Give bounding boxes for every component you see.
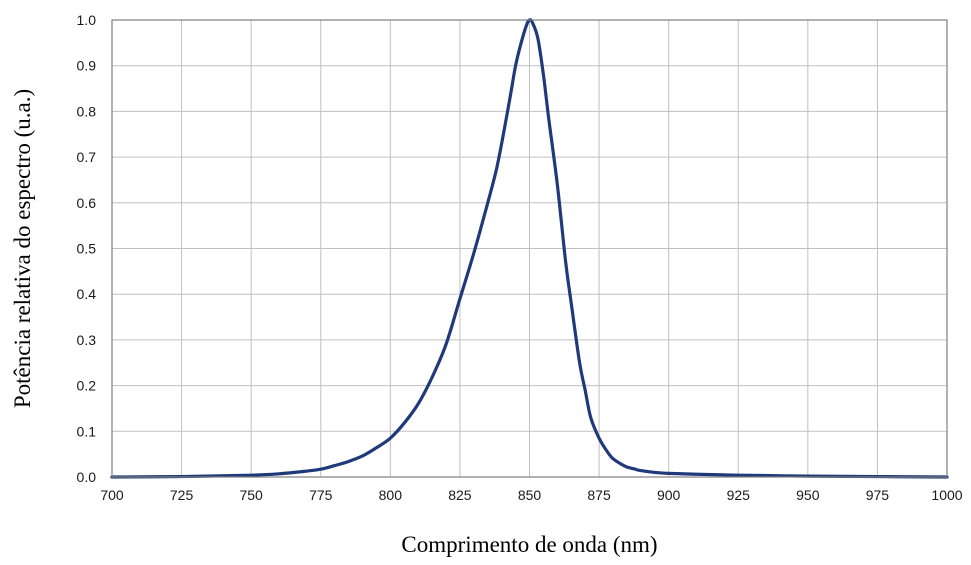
y-tick-label: 0.6 <box>77 195 97 211</box>
x-tick-label: 850 <box>518 487 542 503</box>
y-tick-label: 1.0 <box>77 12 97 28</box>
x-tick-label: 750 <box>239 487 263 503</box>
x-tick-label: 700 <box>100 487 124 503</box>
y-tick-label: 0.1 <box>77 423 97 439</box>
x-tick-label: 775 <box>309 487 333 503</box>
x-axis-title: Comprimento de onda (nm) <box>401 532 657 557</box>
x-tick-label: 875 <box>587 487 611 503</box>
x-tick-label: 825 <box>448 487 472 503</box>
plot-frame <box>111 19 948 478</box>
x-tick-label: 925 <box>727 487 751 503</box>
x-tick-label: 800 <box>379 487 403 503</box>
y-tick-label: 0.7 <box>77 149 97 165</box>
x-tick-label: 975 <box>866 487 890 503</box>
y-axis-title: Potência relativa do espectro (u.a.) <box>10 89 35 408</box>
x-tick-label: 1000 <box>931 487 962 503</box>
y-tick-label: 0.3 <box>77 332 97 348</box>
x-tick-labels: 700 725 750 775 800 825 850 875 900 925 950 975 1000 <box>100 487 962 503</box>
y-tick-label: 0.2 <box>77 378 97 394</box>
x-tick-label: 950 <box>796 487 820 503</box>
x-tick-label: 900 <box>657 487 681 503</box>
y-tick-label: 0.9 <box>77 58 97 74</box>
x-tick-label: 725 <box>170 487 194 503</box>
y-tick-label: 0.5 <box>77 241 97 257</box>
y-tick-label: 0.4 <box>77 286 97 302</box>
grid <box>111 19 948 478</box>
y-tick-label: 0.8 <box>77 103 97 119</box>
y-tick-label: 0.0 <box>77 469 97 485</box>
y-tick-labels: 0.0 0.1 0.2 0.3 0.4 0.5 0.6 0.7 0.8 0.9 1.0 <box>77 12 97 485</box>
